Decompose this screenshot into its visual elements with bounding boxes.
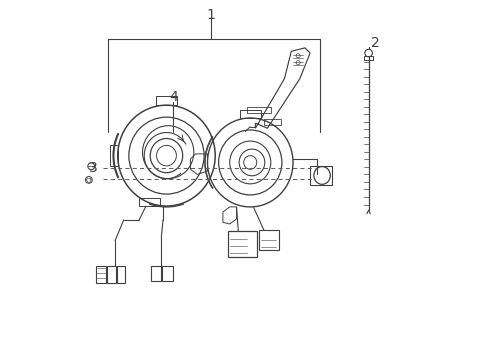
Bar xyxy=(228,231,257,256)
Bar xyxy=(264,119,281,125)
Bar xyxy=(247,107,271,113)
Bar xyxy=(259,230,279,250)
Bar xyxy=(107,266,116,283)
Text: 4: 4 xyxy=(169,91,178,104)
Bar xyxy=(162,266,173,281)
Bar xyxy=(364,56,372,60)
Bar xyxy=(96,266,106,283)
Bar xyxy=(139,198,160,206)
Text: 2: 2 xyxy=(371,36,380,50)
Bar xyxy=(240,110,261,118)
Text: 1: 1 xyxy=(206,9,216,22)
Bar xyxy=(117,266,125,283)
Bar xyxy=(151,266,161,281)
Bar xyxy=(156,96,177,105)
Bar xyxy=(310,166,332,185)
Text: 3: 3 xyxy=(89,161,98,175)
